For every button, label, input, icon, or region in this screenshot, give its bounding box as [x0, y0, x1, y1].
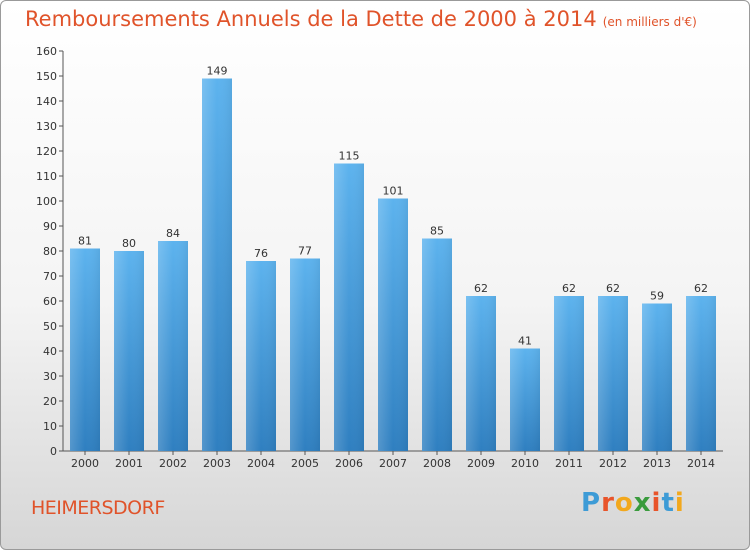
x-tick-label-2004: 2004 [247, 457, 275, 470]
bar-shade-2010 [510, 348, 540, 451]
value-label-2005: 77 [298, 245, 312, 258]
x-tick-label-2010: 2010 [511, 457, 539, 470]
value-label-2010: 41 [518, 335, 532, 348]
value-label-2013: 59 [650, 290, 664, 303]
bar-shade-2001 [114, 251, 144, 451]
value-label-2007: 101 [383, 185, 404, 198]
bar-shade-2000 [70, 248, 100, 451]
x-tick-label-2000: 2000 [71, 457, 99, 470]
bar-shade-2002 [158, 241, 188, 451]
x-tick-label-2009: 2009 [467, 457, 495, 470]
x-tick-label-2006: 2006 [335, 457, 363, 470]
logo-letter: r [601, 488, 615, 518]
x-tick-label-2008: 2008 [423, 457, 451, 470]
y-tick-label: 130 [36, 120, 57, 133]
x-tick-label-2002: 2002 [159, 457, 187, 470]
logo-letter: o [614, 488, 634, 518]
bar-shade-2009 [466, 296, 496, 451]
bar-shade-2006 [334, 163, 364, 451]
y-tick-label: 160 [36, 45, 57, 58]
y-tick-label: 150 [36, 70, 57, 83]
bar-shade-2013 [642, 303, 672, 451]
value-label-2000: 81 [78, 235, 92, 248]
bar-shade-2003 [202, 78, 232, 451]
bar-shade-2004 [246, 261, 276, 451]
bar-shade-2012 [598, 296, 628, 451]
value-label-2012: 62 [606, 282, 620, 295]
bar-shade-2011 [554, 296, 584, 451]
title-unit: (en milliers d'€) [602, 15, 697, 29]
proxiti-logo: Proxiti [581, 488, 685, 518]
value-label-2004: 76 [254, 247, 268, 260]
y-tick-label: 10 [43, 420, 57, 433]
x-tick-label-2003: 2003 [203, 457, 231, 470]
y-tick-label: 20 [43, 395, 57, 408]
y-tick-label: 60 [43, 295, 57, 308]
bar-shade-2007 [378, 198, 408, 451]
value-label-2011: 62 [562, 282, 576, 295]
value-label-2006: 115 [339, 150, 360, 163]
x-tick-label-2014: 2014 [687, 457, 715, 470]
title-text: Remboursements Annuels de la Dette de 20… [25, 7, 597, 31]
x-tick-label-2013: 2013 [643, 457, 671, 470]
commune-name: HEIMERSDORF [31, 497, 165, 519]
logo-letter: P [581, 488, 602, 518]
x-tick-label-2007: 2007 [379, 457, 407, 470]
logo-letter: i [674, 488, 685, 518]
value-label-2002: 84 [166, 227, 180, 240]
x-tick-label-2005: 2005 [291, 457, 319, 470]
x-tick-label-2011: 2011 [555, 457, 583, 470]
value-label-2014: 62 [694, 282, 708, 295]
chart-title: Remboursements Annuels de la Dette de 20… [25, 7, 697, 31]
value-label-2003: 149 [207, 65, 228, 78]
y-tick-label: 40 [43, 345, 57, 358]
bar-shade-2008 [422, 238, 452, 451]
x-tick-label-2012: 2012 [599, 457, 627, 470]
y-tick-label: 50 [43, 320, 57, 333]
value-label-2001: 80 [122, 237, 136, 250]
y-tick-label: 0 [50, 445, 57, 458]
bar-shade-2014 [686, 296, 716, 451]
y-tick-label: 100 [36, 195, 57, 208]
y-tick-label: 120 [36, 145, 57, 158]
y-tick-label: 30 [43, 370, 57, 383]
logo-letter: t [661, 488, 675, 518]
bar-shade-2005 [290, 258, 320, 451]
logo-letter: x [633, 488, 652, 518]
value-label-2009: 62 [474, 282, 488, 295]
x-tick-label-2001: 2001 [115, 457, 143, 470]
y-tick-label: 70 [43, 270, 57, 283]
logo-letter: i [651, 488, 662, 518]
y-tick-label: 80 [43, 245, 57, 258]
value-label-2008: 85 [430, 225, 444, 238]
y-tick-label: 90 [43, 220, 57, 233]
y-tick-label: 110 [36, 170, 57, 183]
y-tick-label: 140 [36, 95, 57, 108]
